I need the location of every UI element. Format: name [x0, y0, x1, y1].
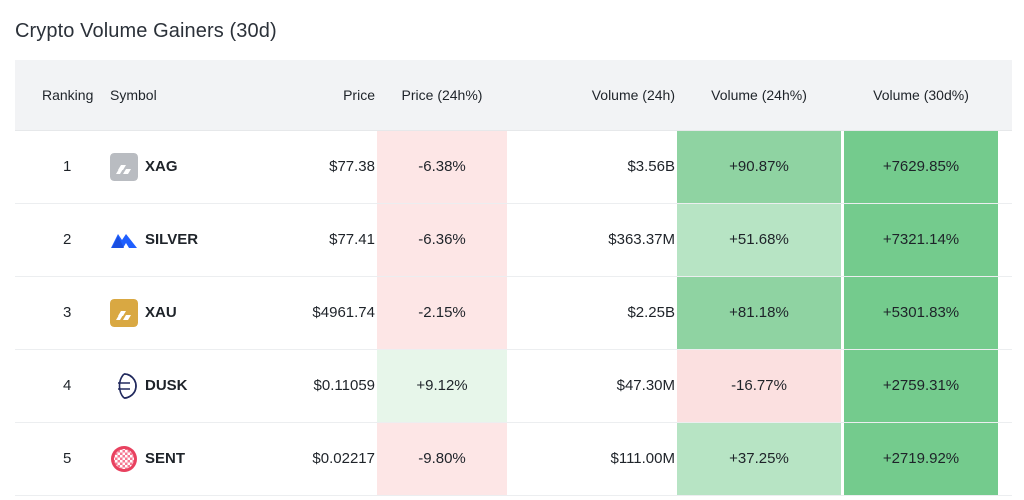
- volume-change-cell: -16.77%: [677, 350, 841, 422]
- table-row[interactable]: 5 SENT $0.02217 -9.80% $111.00M +37.25% …: [15, 423, 1012, 496]
- table-row[interactable]: 1 XAG $77.38 -6.38% $3.56B +90.87% +7629…: [15, 131, 1012, 204]
- volume-cell: $3.56B: [627, 158, 675, 175]
- volume-cell: $2.25B: [627, 304, 675, 321]
- symbol-cell[interactable]: XAG: [145, 158, 178, 175]
- volume-gainers-table: Ranking Symbol Price Price (24h%) Volume…: [15, 60, 1012, 500]
- symbol-cell[interactable]: SENT: [145, 450, 186, 467]
- price-cell: $0.11059: [313, 377, 375, 394]
- header-price[interactable]: Price: [343, 87, 375, 103]
- volume-cell: $363.37M: [608, 231, 675, 248]
- price-cell: $77.38: [329, 158, 375, 175]
- volume-cell: $47.30M: [616, 377, 675, 394]
- volume-change-cell: +90.87%: [677, 131, 841, 203]
- rank-cell: 3: [63, 304, 72, 321]
- header-volume-change[interactable]: Volume (24h%): [711, 87, 807, 103]
- price-change-cell: -9.80%: [377, 423, 507, 495]
- rank-cell: 1: [63, 158, 72, 175]
- silver-mountain-icon: [111, 234, 137, 248]
- price-cell: $77.41: [329, 231, 375, 248]
- price-change-cell: -6.38%: [377, 131, 507, 203]
- volume-change-cell: +51.68%: [677, 204, 841, 276]
- symbol-cell[interactable]: DUSK: [145, 377, 188, 394]
- volume-cell: $111.00M: [610, 450, 676, 467]
- gold-bars-icon: [110, 299, 138, 327]
- price-change-cell: +9.12%: [377, 350, 507, 422]
- volume-30d-cell: +5301.83%: [844, 277, 998, 349]
- volume-30d-cell: +2759.31%: [844, 350, 998, 422]
- table-row[interactable]: 2 SILVER $77.41 -6.36% $363.37M +51.68% …: [15, 204, 1012, 277]
- header-volume[interactable]: Volume (24h): [591, 87, 675, 103]
- table-row[interactable]: 4 DUSK $0.11059 +9.12% $47.30M -16.77% +…: [15, 350, 1012, 423]
- price-cell: $0.02217: [312, 450, 375, 467]
- silver-bars-icon: [110, 153, 138, 181]
- price-change-cell: -2.15%: [377, 277, 507, 349]
- volume-30d-cell: +2719.92%: [844, 423, 998, 495]
- rank-cell: 4: [63, 377, 72, 394]
- header-symbol[interactable]: Symbol: [110, 87, 157, 103]
- dusk-logo-icon: [110, 372, 137, 400]
- table-header: Ranking Symbol Price Price (24h%) Volume…: [15, 60, 1012, 131]
- header-ranking[interactable]: Ranking: [42, 87, 94, 103]
- sent-logo-icon: [111, 446, 137, 472]
- volume-change-cell: +81.18%: [677, 277, 841, 349]
- volume-30d-cell: +7321.14%: [844, 204, 998, 276]
- symbol-cell[interactable]: XAU: [145, 304, 177, 321]
- page-title: Crypto Volume Gainers (30d): [15, 20, 277, 42]
- header-volume-30d[interactable]: Volume (30d%): [873, 87, 969, 103]
- header-price-change[interactable]: Price (24h%): [401, 87, 483, 103]
- volume-30d-cell: +7629.85%: [844, 131, 998, 203]
- volume-change-cell: +37.25%: [677, 423, 841, 495]
- rank-cell: 2: [63, 231, 72, 248]
- rank-cell: 5: [63, 450, 72, 467]
- table-row[interactable]: 3 XAU $4961.74 -2.15% $2.25B +81.18% +53…: [15, 277, 1012, 350]
- price-change-cell: -6.36%: [377, 204, 507, 276]
- price-cell: $4961.74: [312, 304, 375, 321]
- symbol-cell[interactable]: SILVER: [145, 231, 199, 248]
